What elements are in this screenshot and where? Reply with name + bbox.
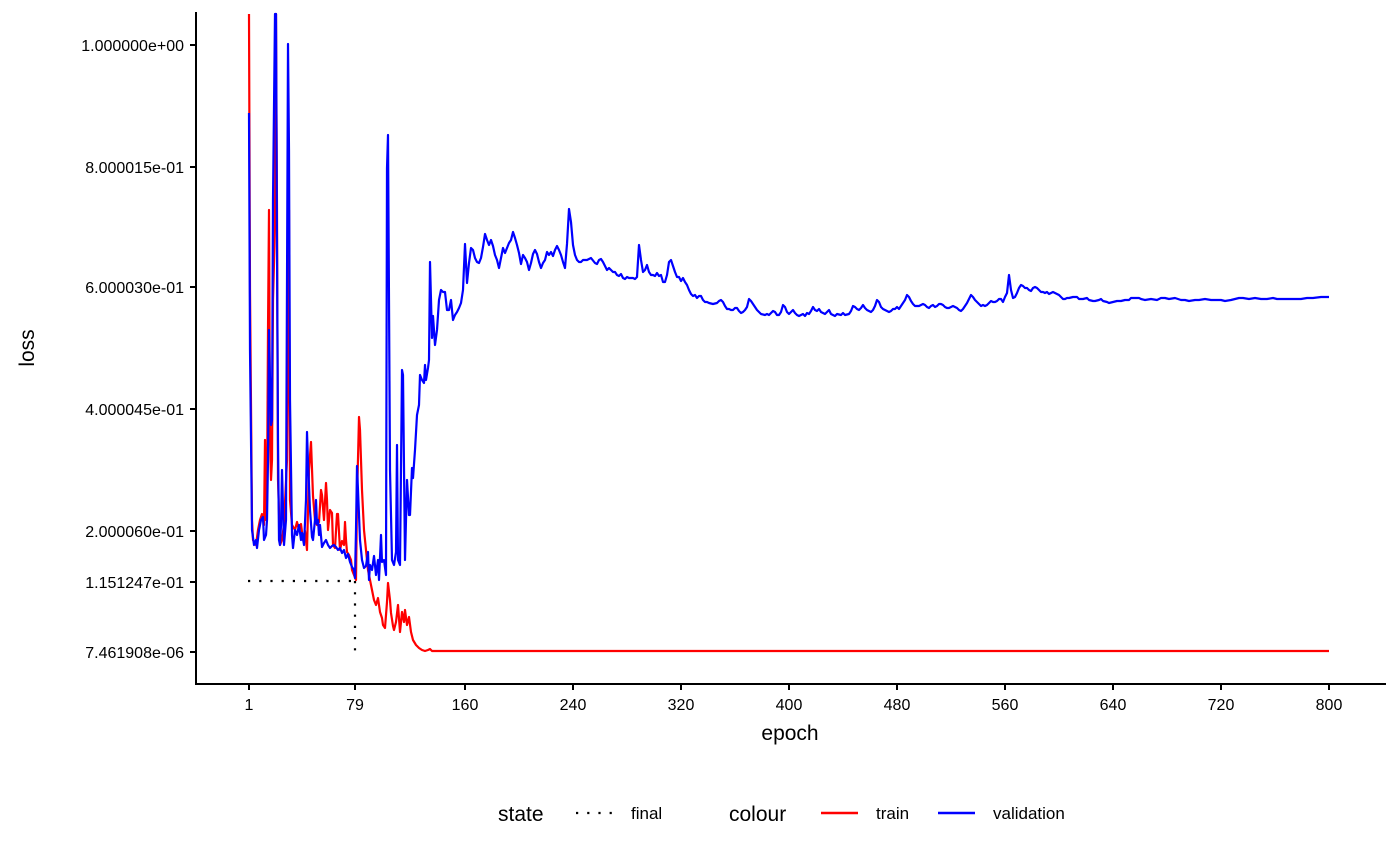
x-tick-label: 160 <box>452 697 479 714</box>
legend-state-group: state final <box>498 803 662 826</box>
x-tick-label: 400 <box>776 697 803 714</box>
y-axis-title: loss <box>16 329 39 366</box>
legend-colour-group: colour train validation <box>729 803 1065 826</box>
legend-final-label: final <box>631 804 662 823</box>
x-tick-label: 720 <box>1208 697 1235 714</box>
y-tick-label: 2.000060e-01 <box>85 524 184 541</box>
x-tick-label: 480 <box>884 697 911 714</box>
y-tick-label: 8.000015e-01 <box>85 160 184 177</box>
x-tick-label: 1 <box>245 697 254 714</box>
x-tick-label: 240 <box>560 697 587 714</box>
y-tick-label: 1.000000e+00 <box>81 38 184 55</box>
y-axis: 1.000000e+00 8.000015e-01 6.000030e-01 4… <box>16 12 197 684</box>
x-tick-label: 640 <box>1100 697 1127 714</box>
y-tick-label: 4.000045e-01 <box>85 402 184 419</box>
legend-validation-label: validation <box>993 804 1065 823</box>
y-tick-label: 7.461908e-06 <box>85 645 184 662</box>
x-tick-label: 560 <box>992 697 1019 714</box>
x-tick-label: 79 <box>346 697 364 714</box>
legend-colour-title: colour <box>729 803 786 826</box>
x-tick-label: 800 <box>1316 697 1343 714</box>
validation-series-line <box>247 12 1329 582</box>
y-ticks <box>190 44 196 653</box>
train-series-line <box>247 12 1329 653</box>
x-axis-title: epoch <box>761 722 818 745</box>
final-state-guide <box>248 579 357 653</box>
legend: state final colour train validation <box>498 803 1065 826</box>
x-tick-label: 320 <box>668 697 695 714</box>
x-ticks <box>248 684 1330 690</box>
legend-state-title: state <box>498 803 544 826</box>
legend-train-label: train <box>876 804 909 823</box>
y-tick-label: 1.151247e-01 <box>85 575 184 592</box>
x-axis: 1 79 160 240 320 400 480 560 640 720 800… <box>195 683 1386 745</box>
plot-area <box>247 12 1329 653</box>
y-tick-label: 6.000030e-01 <box>85 280 184 297</box>
